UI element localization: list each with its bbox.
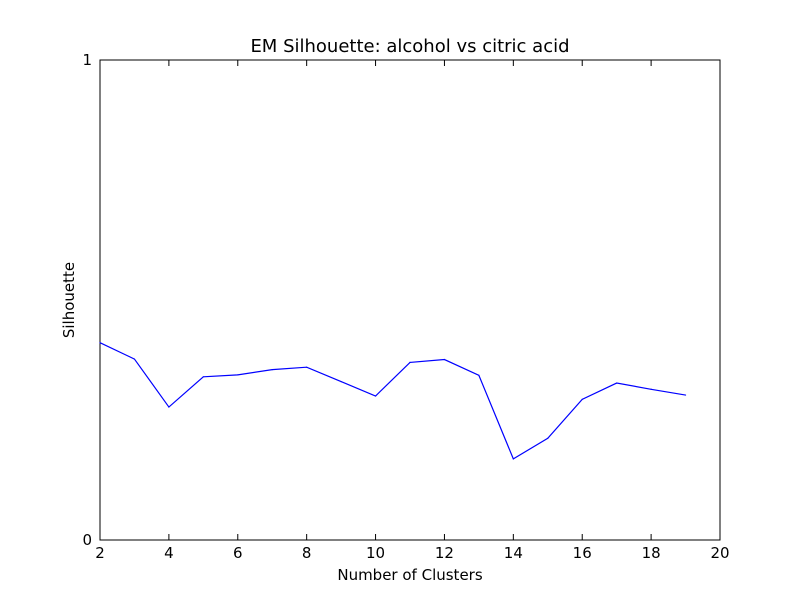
- data-point: [99, 342, 101, 344]
- plot-frame: [99, 59, 721, 541]
- data-point: [684, 394, 687, 396]
- x-axis-ticks: 2 4 6 8 10 12 14 16 18 20: [95, 60, 730, 562]
- data-point: [650, 388, 652, 390]
- y-tick-label: 1: [82, 51, 92, 69]
- x-tick-label: 6: [233, 544, 243, 562]
- x-tick-label: 12: [435, 544, 454, 562]
- x-tick-label: 14: [504, 544, 523, 562]
- data-point: [478, 374, 480, 376]
- x-tick-label: 4: [164, 544, 174, 562]
- y-tick-label: 0: [82, 531, 92, 549]
- x-tick-label: 2: [95, 544, 105, 562]
- chart-title: EM Silhouette: alcohol vs citric acid: [250, 36, 569, 57]
- data-point: [581, 398, 583, 400]
- x-tick-label: 20: [710, 544, 729, 562]
- series-line: [99, 342, 686, 460]
- data-point: [271, 369, 273, 371]
- data-point: [374, 395, 377, 397]
- data-point: [616, 382, 618, 384]
- data-point: [133, 358, 136, 360]
- series-layer: [99, 342, 687, 460]
- data-point: [340, 381, 342, 383]
- x-tick-label: 18: [642, 544, 661, 562]
- data-point: [443, 358, 446, 361]
- x-tick-label: 10: [366, 544, 385, 562]
- data-point: [547, 437, 549, 439]
- x-tick-label: 16: [573, 544, 592, 562]
- y-axis-label: Silhouette: [60, 262, 78, 338]
- data-point: [237, 374, 239, 376]
- data-point: [168, 406, 170, 408]
- data-point: [512, 458, 514, 460]
- x-tick-label: 8: [302, 544, 312, 562]
- data-point: [306, 366, 308, 368]
- x-axis-label: Number of Clusters: [337, 566, 482, 584]
- data-point: [202, 376, 204, 378]
- y-axis-ticks: 01: [82, 51, 720, 549]
- plot-area: [99, 59, 721, 541]
- data-point: [409, 361, 411, 363]
